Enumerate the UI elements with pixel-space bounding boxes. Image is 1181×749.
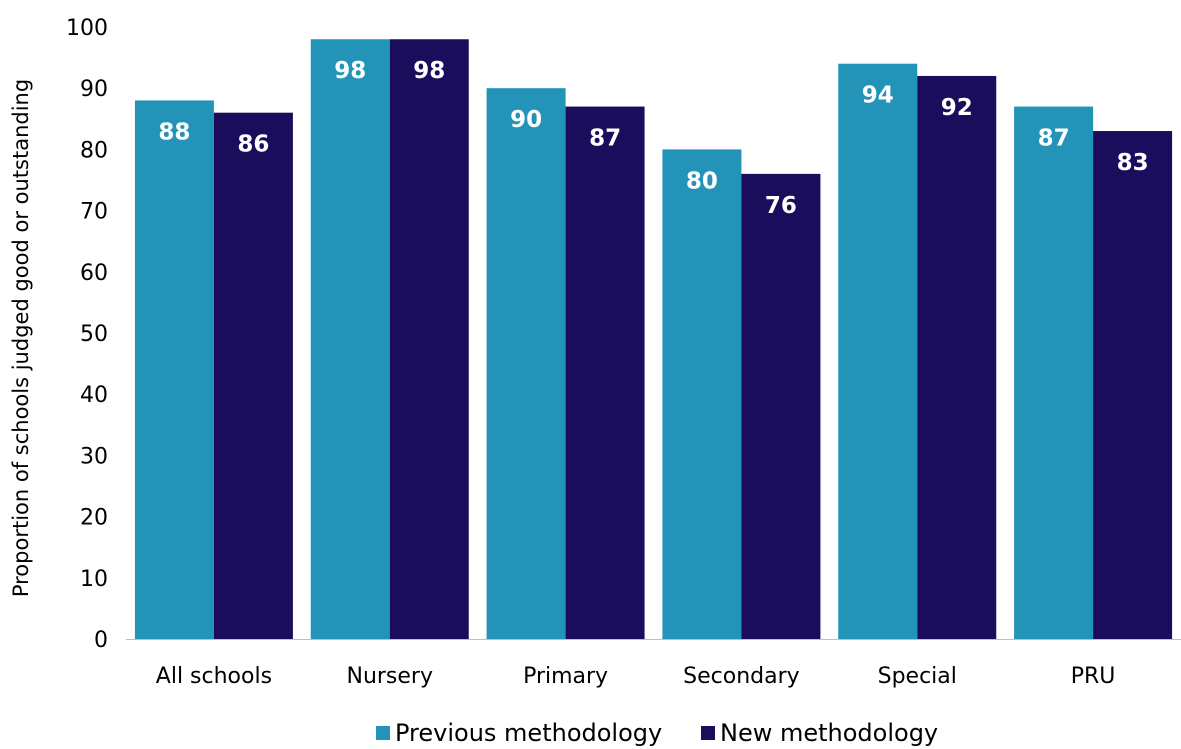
x-axis-ticks: All schools Nursery Primary Secondary Specia… xyxy=(156,664,1116,689)
y-tick-label: 50 xyxy=(80,322,108,347)
legend-label: New methodology xyxy=(720,719,938,747)
bar-previous-primary xyxy=(486,88,566,639)
y-tick-label: 90 xyxy=(80,77,108,102)
bar-new-nursery xyxy=(389,39,469,640)
y-tick-label: 40 xyxy=(80,383,108,408)
legend-swatch xyxy=(701,726,715,740)
y-tick-label: 30 xyxy=(80,444,108,469)
y-tick-label: 0 xyxy=(94,628,108,653)
bar-previous-secondary xyxy=(662,149,742,639)
bar-previous-special xyxy=(838,63,918,640)
x-tick-label: Special xyxy=(878,664,957,689)
bar-new-secondary xyxy=(741,173,821,639)
data-label: 86 xyxy=(237,132,269,158)
bar-previous-nursery xyxy=(310,39,390,640)
y-axis-title-group: Proportion of schools judged good or out… xyxy=(9,79,33,597)
data-label: 83 xyxy=(1117,150,1149,176)
data-label: 90 xyxy=(510,107,542,133)
data-label: 98 xyxy=(334,58,366,84)
data-label: 94 xyxy=(862,83,894,109)
bars xyxy=(134,39,1173,640)
data-label: 76 xyxy=(765,193,797,219)
y-tick-label: 100 xyxy=(66,16,108,41)
x-tick-label: Nursery xyxy=(346,664,433,689)
data-label: 80 xyxy=(686,168,718,194)
data-labels: 88 86 98 98 90 87 80 76 94 92 87 83 xyxy=(158,58,1148,219)
y-tick-label: 20 xyxy=(80,506,108,531)
data-label: 98 xyxy=(413,58,445,84)
x-tick-label: All schools xyxy=(156,664,272,689)
legend: Previous methodology New methodology xyxy=(376,719,938,747)
y-tick-label: 70 xyxy=(80,200,108,225)
legend-label: Previous methodology xyxy=(395,719,662,747)
bar-new-special xyxy=(917,75,997,639)
bar-new-pru xyxy=(1093,131,1173,640)
y-tick-label: 60 xyxy=(80,261,108,286)
bar-previous-pru xyxy=(1014,106,1094,639)
legend-swatch xyxy=(376,726,390,740)
y-axis-ticks: 0 10 20 30 40 50 60 70 80 90 100 xyxy=(66,16,108,653)
bar-previous-all-schools xyxy=(134,100,214,639)
bar-new-all-schools xyxy=(213,112,293,640)
x-tick-label: Secondary xyxy=(683,664,800,689)
x-tick-label: Primary xyxy=(523,664,608,689)
y-axis-title: Proportion of schools judged good or out… xyxy=(9,79,33,597)
x-tick-label: PRU xyxy=(1071,664,1116,689)
y-tick-label: 80 xyxy=(80,138,108,163)
data-label: 88 xyxy=(158,119,190,145)
data-label: 87 xyxy=(589,126,621,152)
bar-new-primary xyxy=(565,106,645,639)
y-tick-label: 10 xyxy=(80,567,108,592)
data-label: 87 xyxy=(1038,126,1070,152)
data-label: 92 xyxy=(941,95,973,121)
